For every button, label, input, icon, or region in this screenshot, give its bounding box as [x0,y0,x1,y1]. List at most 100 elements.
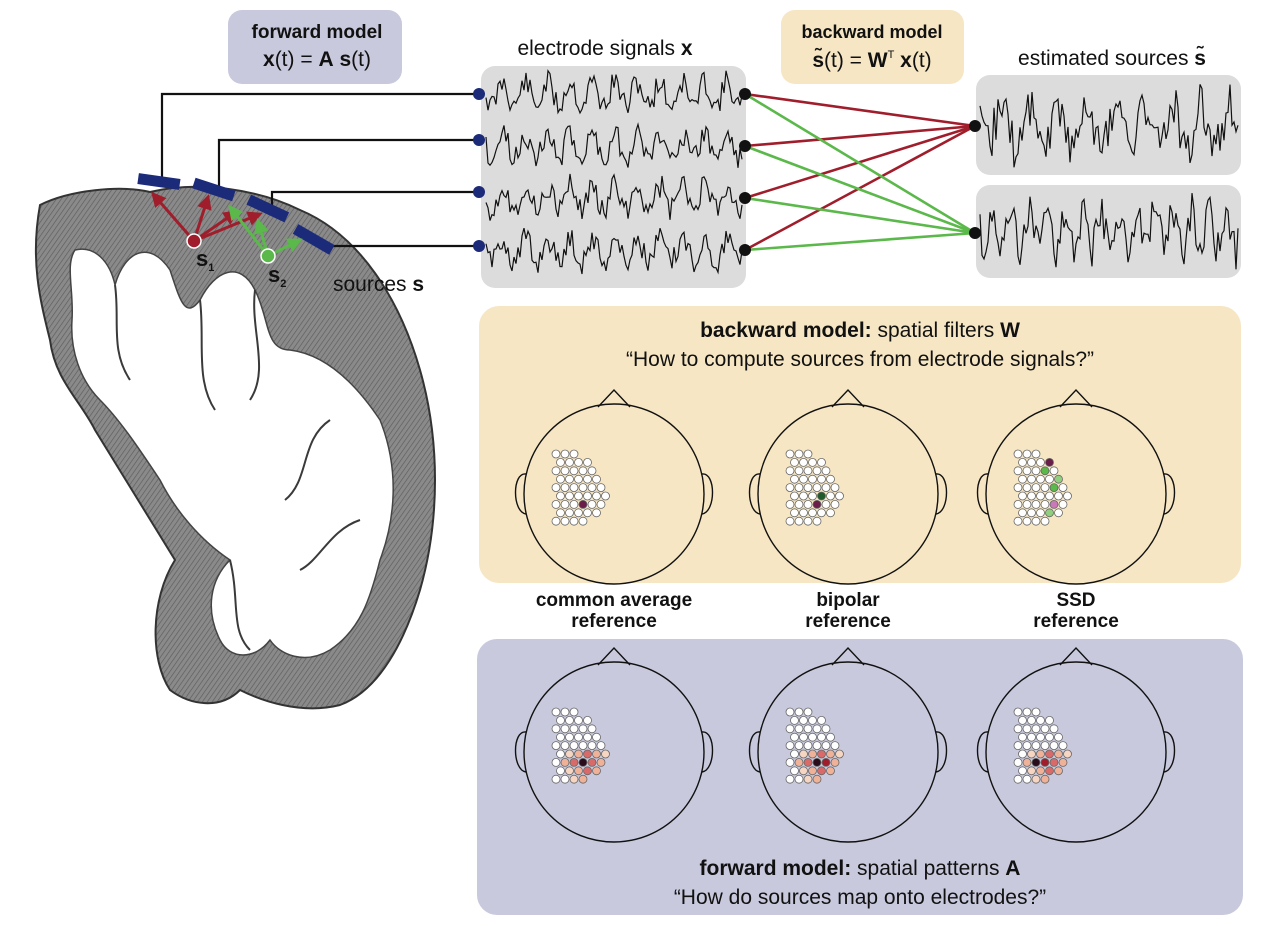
electrode-position [799,474,808,484]
electrode-position [790,732,799,742]
electrode-position [1013,707,1023,717]
electrode-position [1031,758,1041,767]
electrode-signal-trace [485,122,743,168]
electrode-position [1022,758,1032,767]
electrode-position [785,741,795,750]
electrode-position [574,491,583,501]
electrode-position [587,724,597,734]
electrode-position [1031,724,1041,734]
electrode-position [560,724,570,734]
electrode-position [578,741,588,750]
electrode-position [587,483,597,493]
electrode-position [803,516,813,526]
electrode-position [1045,508,1054,518]
electrode-position [1049,499,1059,509]
electrode-position [1018,749,1027,759]
electrode-position [1054,732,1063,742]
electrode-position [785,774,795,784]
head-outline [523,661,705,843]
electrode-position [551,466,561,476]
electrode-position [1054,491,1063,501]
source1-label: s1 [196,246,214,274]
electrode-position [1040,499,1050,509]
electrode-position [785,466,795,476]
nose [831,388,865,408]
electrode-position [794,707,804,717]
electrode-position [1013,516,1023,526]
electrode-position [790,749,799,759]
electrode-position [574,716,583,725]
electrode-position [565,491,574,501]
electrode-wires [160,92,479,248]
electrode-position [556,457,565,467]
electrode-position [835,491,844,501]
electrode-position [817,766,826,776]
reference-label-2-line1: bipolar [816,590,880,611]
electrode-position [1022,483,1032,493]
electrode-position [1036,508,1045,518]
right-ear [1163,473,1176,515]
electrode-position [587,499,597,509]
electrode-position [1040,741,1050,750]
electrode-position [556,716,565,725]
electrode-position [812,774,822,784]
electrode-input-dots [473,88,485,252]
electrode-position [794,466,804,476]
electrode-position [790,716,799,725]
electrode-position [569,466,579,476]
electrode-position [1018,508,1027,518]
electrode-position [1036,716,1045,725]
electrode-position [565,716,574,725]
electrode-position [1040,466,1050,476]
electrode-position [1049,758,1059,767]
electrode-position [812,758,822,767]
electrode-position [551,449,561,459]
electrode-signal-trace [485,227,743,275]
electrode-position [569,758,579,767]
estimated-source-1-box [976,75,1241,175]
electrode-position [821,466,831,476]
electrode-position [1031,707,1041,717]
sources-label: sources s [333,273,424,296]
electrode-position [574,474,583,484]
backward-panel-question: “How to compute sources from electrode s… [626,348,1094,371]
backward-model-box [781,10,964,84]
nose [1059,646,1093,666]
electrode-position [812,483,822,493]
electrode-position [803,499,813,509]
electrode-position [569,449,579,459]
electrode-position [785,707,795,717]
electrode-position [592,474,601,484]
electrode-position [569,724,579,734]
electrode-position [1022,499,1032,509]
electrode-position [1031,499,1041,509]
electrode-position [1018,766,1027,776]
electrode-position [808,474,817,484]
electrode-position [556,732,565,742]
electrode-position [1022,724,1032,734]
electrode-position [578,499,588,509]
electrode-position [560,741,570,750]
electrode-position [826,749,835,759]
backward-box-title: backward model [801,22,942,42]
electrode-position [578,774,588,784]
electrode-position [808,766,817,776]
electrode-position [1031,741,1041,750]
electrode-position [1045,716,1054,725]
electrode-signal-trace [485,69,743,115]
right-ear [935,473,948,515]
electrode-position [574,749,583,759]
electrode-position [826,766,835,776]
electrode-position [596,741,606,750]
electrode-position [560,466,570,476]
electrode-position [1018,457,1027,467]
electrode-position [808,508,817,518]
head-map [976,388,1176,585]
electrode-position [1036,766,1045,776]
electrode-position [596,483,606,493]
electrode-position [560,483,570,493]
electrode-output-dots [739,88,981,256]
head-map [514,388,714,585]
electrode-position [1018,716,1027,725]
electrode-position [565,732,574,742]
